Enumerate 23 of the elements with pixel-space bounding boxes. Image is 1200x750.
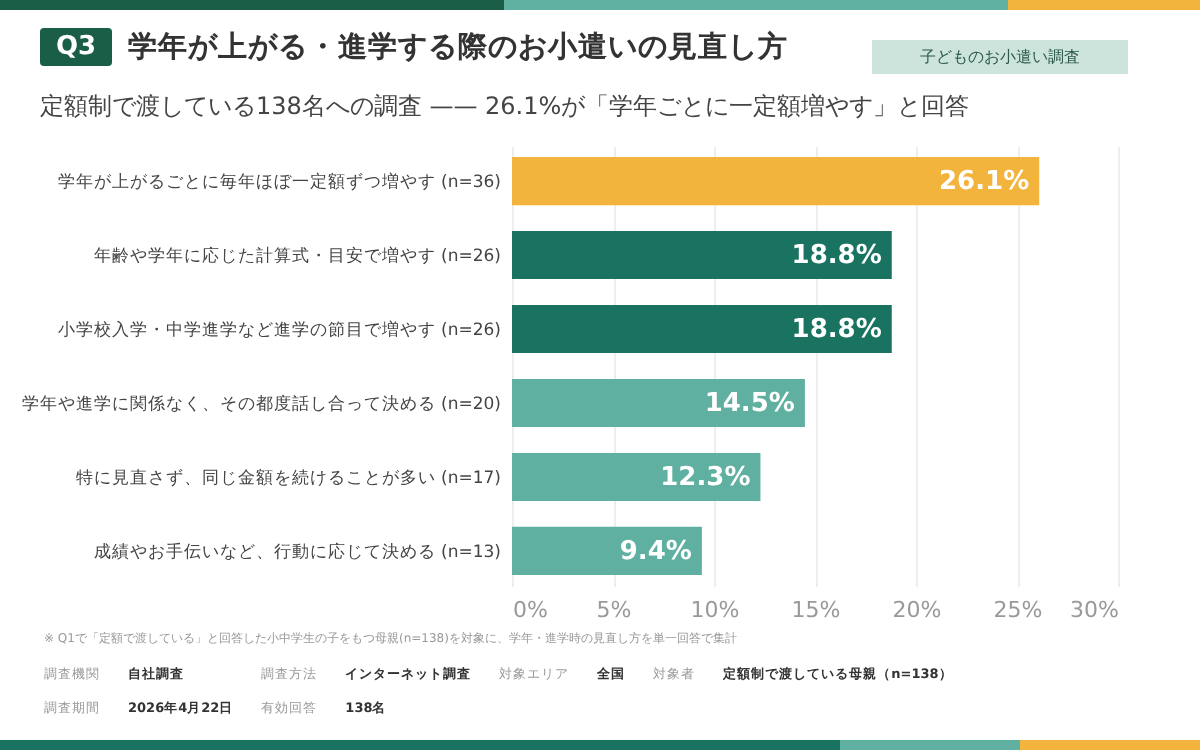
data-label: 26.1% <box>939 167 1030 198</box>
chart-subtitle: 定額制で渡している138名への調査 —— 26.1%が「学年ごとに一定額増やす」と回答 <box>40 90 970 124</box>
text: 子どものお小遣い調査 <box>872 40 1128 74</box>
x-tick-label: 20% <box>892 597 942 623</box>
x-tick-label: 30% <box>1070 597 1119 623</box>
y-tick-label: 小学校入学・中学進学など進学の節目で増やす (n=26) <box>57 319 501 342</box>
x-tick-label: 15% <box>791 597 841 623</box>
y-tick-label: 特に見直さず、同じ金額を続けることが多い (n=17) <box>75 466 501 489</box>
x-tick-label: 25% <box>993 597 1043 623</box>
text: Q3 <box>40 28 113 66</box>
y-tick-label: 成績やお手伝いなど、行動に応じて決める (n=13) <box>93 540 501 563</box>
data-label: 12.3% <box>660 462 751 493</box>
y-tick-label: 学年が上がるごとに毎年ほぼ一定額ずつ増やす (n=36) <box>57 171 501 194</box>
x-tick-label: 10% <box>690 597 740 623</box>
chart-title: 学年が上がる・進学する際のお小遣いの見直し方 <box>128 28 789 66</box>
data-label: 18.8% <box>791 315 882 346</box>
data-label: 9.4% <box>619 536 692 567</box>
data-label: 18.8% <box>791 241 882 272</box>
data-label: 14.5% <box>704 388 795 419</box>
x-tick-label: 5% <box>596 597 632 623</box>
y-tick-label: 年齢や学年に応じた計算式・目安で増やす (n=26) <box>93 245 501 268</box>
x-tick-label: 0% <box>513 597 548 623</box>
y-tick-label: 学年や進学に関係なく、その都度話し合って決める (n=20) <box>21 392 501 415</box>
